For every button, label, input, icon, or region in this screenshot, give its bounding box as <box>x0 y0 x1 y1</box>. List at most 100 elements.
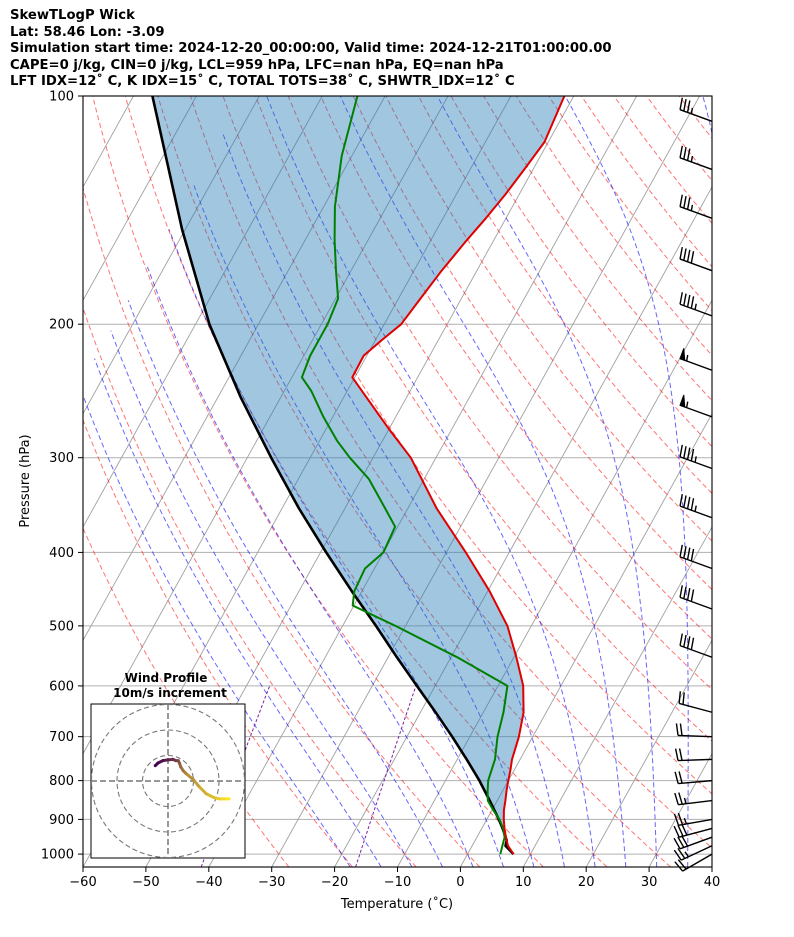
wind-barb <box>679 246 713 272</box>
x-axis-label: Temperature (˚C) <box>340 896 453 912</box>
wind-barb-flag <box>679 97 683 110</box>
wind-barb-flag <box>678 771 683 784</box>
wind-barb-flag <box>686 588 691 601</box>
wind-barb-staff <box>677 758 713 762</box>
isotherm-line <box>522 526 712 867</box>
x-tick-label: 40 <box>704 875 721 890</box>
wind-barb-flag <box>679 494 683 507</box>
temperature-profile-line <box>351 96 566 855</box>
wind-barb <box>675 723 713 738</box>
isotherm-line <box>83 96 260 415</box>
wind-barb-staff <box>678 799 713 806</box>
x-tick-label: −40 <box>195 875 222 890</box>
wind-barb-flag <box>674 861 684 872</box>
wind-barb-half-flag <box>690 107 694 114</box>
wind-barb-staff <box>679 596 713 610</box>
wind-barb-flag <box>677 824 684 837</box>
wind-barb-flag <box>686 636 691 649</box>
chart-header: SkewTLogP Wick Lat: 58.46 Lon: -3.09 Sim… <box>10 8 612 91</box>
wind-barb-half-flag <box>694 303 697 310</box>
x-tick-label: −10 <box>384 875 411 890</box>
wind-barb-staff <box>679 157 713 171</box>
wind-barb <box>673 812 713 826</box>
wind-barb-half-flag <box>683 817 688 825</box>
hodograph-plot <box>91 704 245 858</box>
x-axis-ticks: −60 −50 −40 −30 −20 −10 0 10 20 30 40 <box>69 867 720 890</box>
wind-barb-flag <box>686 294 691 308</box>
wind-barb-staff <box>679 109 713 122</box>
wind-barb-staff <box>678 818 713 826</box>
wind-barb-flag <box>679 585 683 598</box>
x-tick-label: −50 <box>132 875 159 890</box>
hodograph-title: Wind Profile <box>125 671 208 685</box>
wind-barb-flag <box>674 748 679 761</box>
wind-barb-flag <box>683 546 687 559</box>
wind-barb <box>673 845 713 861</box>
wind-barb-flag <box>679 145 683 158</box>
parcel-area-fill <box>152 96 565 855</box>
sounding-profiles <box>151 96 566 856</box>
wind-barb <box>679 494 713 519</box>
wind-barb-flag <box>679 723 683 736</box>
wind-barb-staff <box>679 357 713 371</box>
wind-barb-staff <box>679 556 713 570</box>
isotherm-line <box>460 412 712 867</box>
wind-barb-flag <box>679 194 683 207</box>
y-tick-label: 400 <box>49 546 74 561</box>
y-tick-label: 200 <box>49 318 74 333</box>
wind-barb-staff <box>679 206 713 219</box>
wind-barb-flag <box>679 246 683 260</box>
indices-line-2: LFT IDX=12˚ C, K IDX=15˚ C, TOTAL TOTS=3… <box>10 74 515 89</box>
wind-barb-staff <box>679 644 713 658</box>
wind-barb <box>678 691 713 713</box>
wind-barb-flag <box>683 248 687 261</box>
wind-barb <box>679 348 713 371</box>
dry-adiabat-line <box>189 96 712 849</box>
wind-barb-staff <box>678 779 713 785</box>
isotherm-line <box>83 96 386 642</box>
wind-barb <box>674 792 713 806</box>
dry-adiabat-line <box>92 96 544 867</box>
wind-barb-staff <box>678 702 713 713</box>
parcel-shading <box>152 96 565 855</box>
x-tick-label: −60 <box>69 875 96 890</box>
wind-barb-flag <box>690 548 695 562</box>
wind-barb-flag <box>686 100 691 113</box>
wind-barb-flag <box>683 147 687 160</box>
y-tick-label: 600 <box>49 679 74 694</box>
wind-barb-flag <box>673 825 680 838</box>
wind-barb-flag <box>683 634 687 648</box>
wind-barb-flag <box>677 848 686 859</box>
isotherm-line <box>397 299 712 867</box>
x-tick-label: −30 <box>258 875 285 890</box>
wind-barb <box>679 633 713 658</box>
isotherm-line <box>775 96 794 867</box>
x-tick-label: 10 <box>515 875 532 890</box>
wind-barb-flag <box>673 837 681 850</box>
moist-adiabat-lines <box>83 96 712 867</box>
wind-barb-half-flag <box>694 505 697 512</box>
wind-barb <box>673 835 713 850</box>
wind-barb-flag <box>679 544 683 557</box>
wind-barb-half-flag <box>684 851 690 858</box>
y-axis-label: Pressure (hPa) <box>18 434 33 527</box>
wind-barb-flag <box>686 547 691 560</box>
wind-barb-staff <box>679 258 713 272</box>
isotherm-line <box>585 639 712 867</box>
wind-barb-flag <box>674 771 679 784</box>
wind-barb-staff <box>679 836 713 850</box>
wind-barb-flag <box>683 293 687 306</box>
wind-barb-half-flag <box>694 456 697 463</box>
wind-barb-flag <box>683 98 687 112</box>
wind-barb <box>673 823 713 838</box>
wind-barb-staff <box>679 456 713 470</box>
wind-barb-flag <box>686 148 691 161</box>
wind-barb-half-flag <box>690 155 694 163</box>
wind-barb-flag <box>690 589 695 602</box>
wind-barb <box>674 771 713 785</box>
dry-adiabat-line <box>83 186 481 867</box>
location-line: Lat: 58.46 Lon: -3.09 <box>10 24 165 40</box>
wind-barb <box>679 97 713 122</box>
wind-barb-flag <box>686 249 691 262</box>
wind-barb-pennant <box>679 348 686 362</box>
